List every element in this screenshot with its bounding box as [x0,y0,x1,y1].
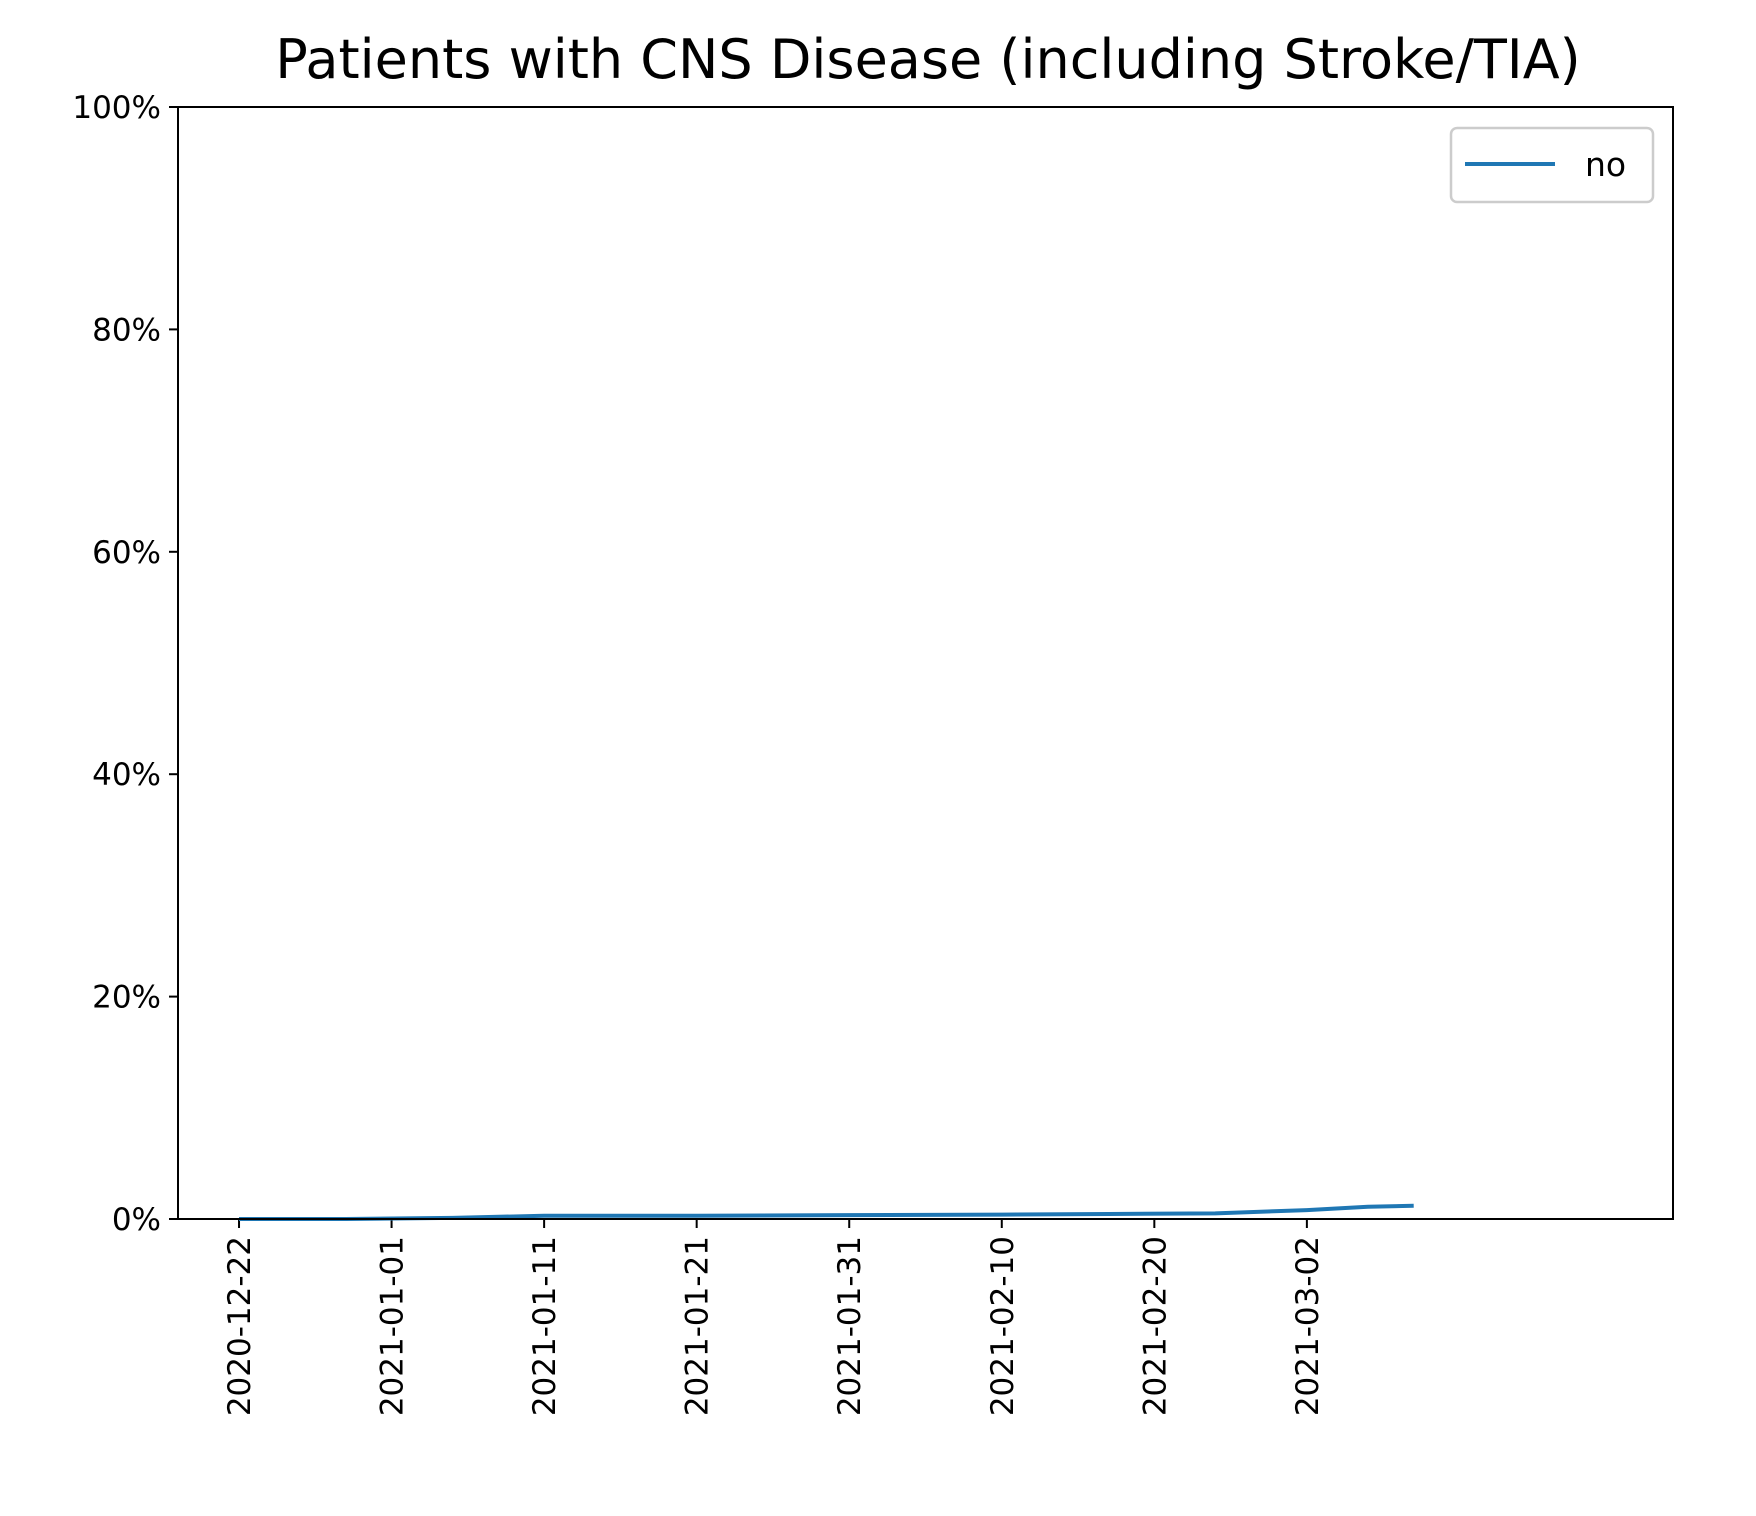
x-tick-label: 2021-02-20 [1137,1236,1173,1416]
y-tick-label: 100% [72,90,161,126]
y-tick-label: 60% [92,535,161,571]
legend-label: no [1585,145,1626,184]
x-tick-label: 2021-02-10 [985,1236,1021,1416]
x-tick-label: 2021-01-11 [527,1236,563,1416]
plot-area: 0% 20% 40% 60% 80% 100% 2020-12-22 2021-01-01 20… [72,90,1326,1416]
x-tick-label: 2020-12-22 [222,1236,258,1416]
y-tick-label: 20% [92,980,161,1016]
legend: no [1449,126,1655,204]
x-tick-label: 2021-03-02 [1290,1236,1326,1416]
y-tick-label: 80% [92,312,161,348]
chart-title: Patients with CNS Disease (including Str… [275,28,1581,91]
x-tick-label: 2021-01-31 [832,1236,868,1416]
x-tick-label: 2021-01-21 [680,1236,716,1416]
y-tick-label: 40% [92,757,161,793]
plot-frame [177,106,1674,1220]
y-tick-label: 0% [112,1202,161,1238]
x-tick-label: 2021-01-01 [375,1236,411,1416]
